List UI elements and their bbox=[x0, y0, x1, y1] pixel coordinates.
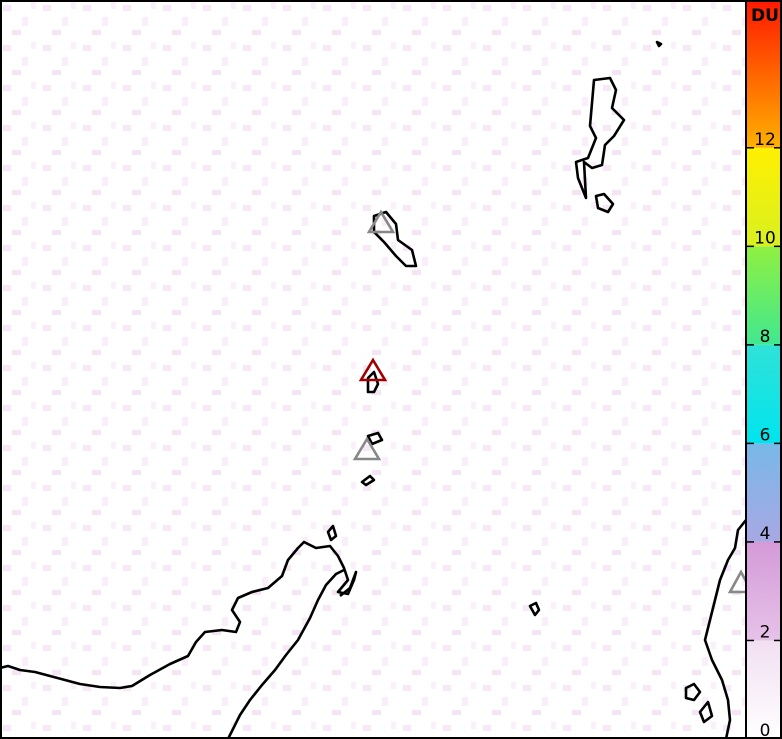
coastline bbox=[372, 210, 418, 268]
coastline bbox=[703, 519, 748, 739]
tick-label: 6 bbox=[760, 425, 771, 445]
coastline bbox=[0, 540, 358, 690]
colorbar-band bbox=[746, 443, 782, 542]
coastline bbox=[226, 568, 345, 739]
volcano-marker bbox=[366, 209, 396, 234]
coastline bbox=[684, 682, 702, 702]
colorbar-band bbox=[746, 541, 782, 641]
so2-field bbox=[0, 0, 746, 739]
tick-label: 10 bbox=[754, 228, 776, 248]
colorbar-band bbox=[746, 640, 782, 739]
colorbar-band bbox=[746, 147, 782, 247]
coastline bbox=[366, 431, 384, 446]
coastline bbox=[594, 192, 615, 214]
coastline bbox=[698, 700, 714, 724]
tick-label: 0 bbox=[760, 721, 771, 739]
coastline bbox=[655, 40, 663, 48]
colorbar-title: DU bbox=[751, 6, 779, 26]
tick-label: 8 bbox=[760, 327, 771, 347]
coastline bbox=[366, 370, 380, 394]
coastline bbox=[574, 76, 626, 200]
colorbar-band bbox=[746, 0, 782, 148]
colorbar: 0 2 4 6 8 10 12 DU bbox=[746, 0, 782, 739]
coastline bbox=[326, 524, 338, 542]
coastline bbox=[528, 601, 541, 617]
tick-label: 12 bbox=[754, 130, 776, 150]
volcano-marker bbox=[358, 357, 388, 382]
map-area bbox=[0, 0, 755, 739]
colorbar-band bbox=[746, 344, 782, 444]
volcano-marker bbox=[352, 436, 382, 461]
colorbar-band bbox=[746, 246, 782, 345]
coastline bbox=[360, 474, 376, 487]
tick-label: 2 bbox=[760, 622, 771, 642]
tick-label: 4 bbox=[760, 524, 771, 544]
